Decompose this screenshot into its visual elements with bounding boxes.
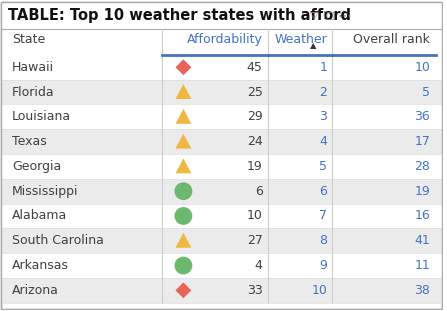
- Polygon shape: [176, 233, 191, 248]
- Text: 5: 5: [319, 160, 327, 173]
- Text: Arizona: Arizona: [12, 284, 59, 297]
- Bar: [1, 129, 442, 154]
- Text: State: State: [12, 33, 45, 45]
- Text: 7: 7: [319, 210, 327, 222]
- Text: 4: 4: [255, 259, 263, 272]
- Text: 45: 45: [247, 61, 263, 74]
- Bar: [1, 204, 442, 228]
- Text: 2: 2: [319, 86, 327, 99]
- Text: ⋯: ⋯: [337, 8, 351, 22]
- Polygon shape: [176, 109, 191, 124]
- Circle shape: [174, 182, 192, 200]
- Text: 28: 28: [414, 160, 430, 173]
- Text: Arkansas: Arkansas: [12, 259, 69, 272]
- Bar: [1, 253, 442, 278]
- Bar: [1, 104, 442, 129]
- Text: 29: 29: [247, 110, 263, 123]
- Text: 1: 1: [319, 61, 327, 74]
- Text: 5: 5: [422, 86, 430, 99]
- Text: 6: 6: [255, 185, 263, 198]
- Text: Louisiana: Louisiana: [12, 110, 71, 123]
- Bar: [1, 228, 442, 253]
- Polygon shape: [176, 59, 191, 75]
- Text: 24: 24: [247, 135, 263, 148]
- Polygon shape: [176, 84, 191, 99]
- Text: 8: 8: [319, 234, 327, 247]
- Text: Georgia: Georgia: [12, 160, 61, 173]
- Text: 4: 4: [319, 135, 327, 148]
- Text: 11: 11: [414, 259, 430, 272]
- Text: 16: 16: [414, 210, 430, 222]
- Bar: [1, 80, 442, 104]
- Bar: [1, 55, 442, 80]
- Text: Weather: Weather: [274, 33, 327, 45]
- Bar: [1, 278, 442, 303]
- Text: 9: 9: [319, 259, 327, 272]
- Text: 10: 10: [247, 210, 263, 222]
- Text: Florida: Florida: [12, 86, 55, 99]
- Text: 33: 33: [247, 284, 263, 297]
- Text: TABLE: Top 10 weather states with afford: TABLE: Top 10 weather states with afford: [8, 8, 351, 23]
- Text: 36: 36: [414, 110, 430, 123]
- Text: 25: 25: [247, 86, 263, 99]
- Circle shape: [174, 207, 192, 225]
- Bar: [1, 179, 442, 204]
- Text: Hawaii: Hawaii: [12, 61, 54, 74]
- Text: 17: 17: [414, 135, 430, 148]
- Polygon shape: [176, 282, 191, 298]
- Text: 38: 38: [414, 284, 430, 297]
- Text: 3: 3: [319, 110, 327, 123]
- Text: 10: 10: [311, 284, 327, 297]
- Text: I□: I□: [323, 11, 335, 21]
- Text: 41: 41: [414, 234, 430, 247]
- Text: 10: 10: [414, 61, 430, 74]
- Text: 27: 27: [247, 234, 263, 247]
- Polygon shape: [176, 134, 191, 149]
- Bar: [1, 29, 442, 55]
- Text: Alabama: Alabama: [12, 210, 67, 222]
- Text: 6: 6: [319, 185, 327, 198]
- Text: Affordability: Affordability: [187, 33, 263, 45]
- Circle shape: [174, 257, 192, 275]
- Text: 19: 19: [414, 185, 430, 198]
- Text: Texas: Texas: [12, 135, 46, 148]
- Polygon shape: [176, 159, 191, 173]
- Bar: [1, 154, 442, 179]
- Text: South Carolina: South Carolina: [12, 234, 104, 247]
- Text: 19: 19: [247, 160, 263, 173]
- Bar: [1, 2, 442, 29]
- Text: Overall rank: Overall rank: [354, 33, 430, 45]
- Text: ▲: ▲: [310, 41, 316, 50]
- Text: Mississippi: Mississippi: [12, 185, 78, 198]
- Text: ▽: ▽: [310, 11, 319, 21]
